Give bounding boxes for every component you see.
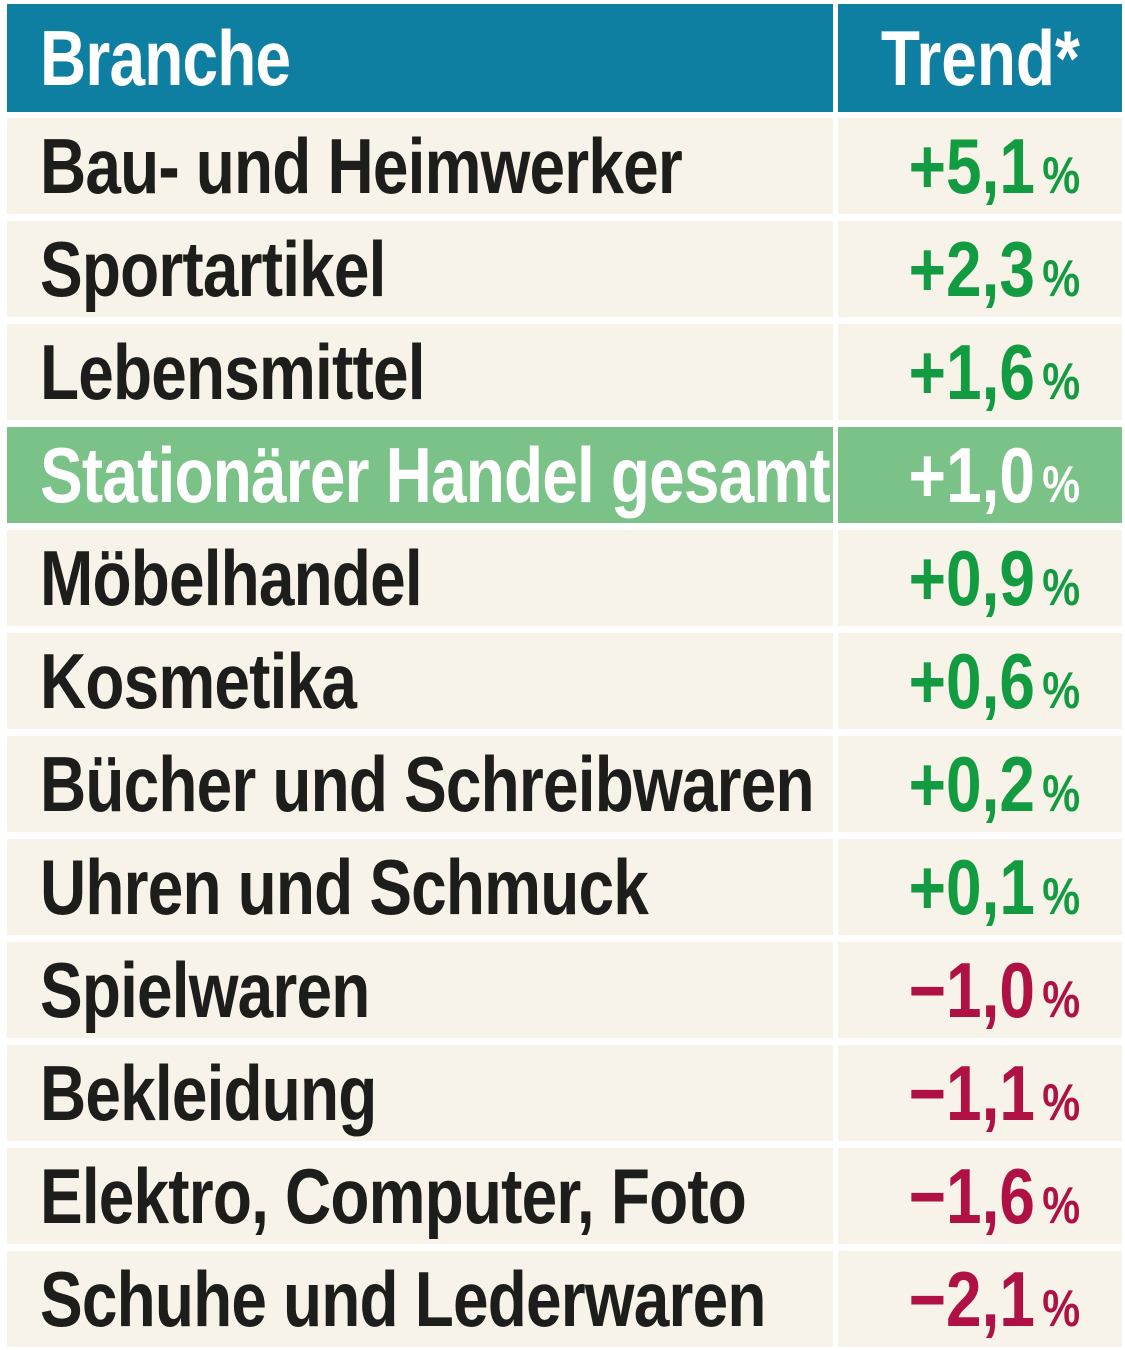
branche-label: Möbelhandel	[40, 534, 423, 622]
branche-label: Sportartikel	[40, 225, 386, 313]
table-row: Möbelhandel +0,9%	[7, 530, 1122, 626]
percent-sign: %	[1042, 147, 1080, 205]
table-row: Bücher und Schreibwaren +0,2%	[7, 736, 1122, 832]
table-row: Bau- und Heimwerker +5,1%	[7, 118, 1122, 214]
trend-cell: +0,6%	[838, 633, 1122, 729]
branche-cell: Sportartikel	[7, 221, 833, 317]
branche-label: Uhren und Schmuck	[40, 843, 649, 931]
branche-cell: Möbelhandel	[7, 530, 833, 626]
column-header-branche: Branche	[7, 4, 833, 112]
table-row: Stationärer Handel gesamt +1,0%	[7, 427, 1122, 523]
trend-cell: −1,0%	[838, 942, 1122, 1038]
branche-label: Bekleidung	[40, 1049, 377, 1137]
table-row: Lebensmittel +1,6%	[7, 324, 1122, 420]
branche-label: Schuhe und Lederwaren	[40, 1255, 766, 1343]
branche-cell: Elektro, Computer, Foto	[7, 1148, 833, 1244]
branche-label: Stationärer Handel gesamt	[40, 431, 831, 519]
trend-cell: +1,6%	[838, 324, 1122, 420]
trend-value: +0,2	[908, 740, 1035, 828]
trend-value: −1,6	[908, 1152, 1035, 1240]
percent-sign: %	[1042, 559, 1080, 617]
trend-value: −2,1	[908, 1255, 1035, 1343]
trend-cell: +0,9%	[838, 530, 1122, 626]
table-body: Bau- und Heimwerker +5,1% Sportartikel +…	[7, 118, 1122, 1347]
percent-sign: %	[1042, 765, 1080, 823]
trend-value: +0,6	[908, 637, 1035, 725]
trend-cell: +1,0%	[838, 427, 1122, 523]
branchen-trend-table: Branche Trend* Bau- und Heimwerker +5,1%…	[7, 4, 1122, 1347]
branche-label: Kosmetika	[40, 637, 357, 725]
branche-cell: Bücher und Schreibwaren	[7, 736, 833, 832]
trend-cell: −1,6%	[838, 1148, 1122, 1244]
percent-sign: %	[1042, 456, 1080, 514]
percent-sign: %	[1042, 1074, 1080, 1132]
table-row: Kosmetika +0,6%	[7, 633, 1122, 729]
percent-sign: %	[1042, 1177, 1080, 1235]
column-header-trend: Trend*	[838, 4, 1122, 112]
column-header-branche-label: Branche	[40, 14, 291, 102]
branche-cell: Stationärer Handel gesamt	[7, 427, 833, 523]
branche-cell: Bekleidung	[7, 1045, 833, 1141]
trend-value: +1,0	[908, 431, 1035, 519]
table-row: Schuhe und Lederwaren −2,1%	[7, 1251, 1122, 1347]
table-row: Bekleidung −1,1%	[7, 1045, 1122, 1141]
table-row: Uhren und Schmuck +0,1%	[7, 839, 1122, 935]
trend-cell: +2,3%	[838, 221, 1122, 317]
trend-value: +0,1	[908, 843, 1035, 931]
trend-cell: +0,1%	[838, 839, 1122, 935]
table-row: Sportartikel +2,3%	[7, 221, 1122, 317]
column-header-trend-label: Trend*	[880, 14, 1080, 102]
trend-value: −1,1	[908, 1049, 1035, 1137]
branche-cell: Bau- und Heimwerker	[7, 118, 833, 214]
trend-cell: +0,2%	[838, 736, 1122, 832]
trend-cell: −1,1%	[838, 1045, 1122, 1141]
percent-sign: %	[1042, 868, 1080, 926]
branche-cell: Lebensmittel	[7, 324, 833, 420]
branche-cell: Uhren und Schmuck	[7, 839, 833, 935]
percent-sign: %	[1042, 353, 1080, 411]
trend-value: +5,1	[908, 122, 1035, 210]
branche-label: Lebensmittel	[40, 328, 425, 416]
table-row: Elektro, Computer, Foto −1,6%	[7, 1148, 1122, 1244]
percent-sign: %	[1042, 971, 1080, 1029]
percent-sign: %	[1042, 250, 1080, 308]
trend-value: +2,3	[908, 225, 1035, 313]
branche-cell: Spielwaren	[7, 942, 833, 1038]
trend-value: +0,9	[908, 534, 1035, 622]
branche-label: Spielwaren	[40, 946, 370, 1034]
table-header-row: Branche Trend*	[7, 4, 1122, 112]
branche-cell: Kosmetika	[7, 633, 833, 729]
percent-sign: %	[1042, 662, 1080, 720]
trend-value: −1,0	[908, 946, 1035, 1034]
branche-label: Bücher und Schreibwaren	[40, 740, 815, 828]
trend-cell: +5,1%	[838, 118, 1122, 214]
percent-sign: %	[1042, 1280, 1080, 1338]
trend-value: +1,6	[908, 328, 1035, 416]
branche-label: Elektro, Computer, Foto	[40, 1152, 747, 1240]
branche-cell: Schuhe und Lederwaren	[7, 1251, 833, 1347]
trend-cell: −2,1%	[838, 1251, 1122, 1347]
table-row: Spielwaren −1,0%	[7, 942, 1122, 1038]
branche-label: Bau- und Heimwerker	[40, 122, 683, 210]
